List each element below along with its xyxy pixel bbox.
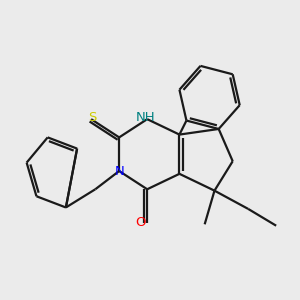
Text: NH: NH [136, 111, 156, 124]
Text: O: O [135, 216, 146, 230]
Text: S: S [88, 111, 97, 124]
Text: N: N [114, 164, 124, 178]
